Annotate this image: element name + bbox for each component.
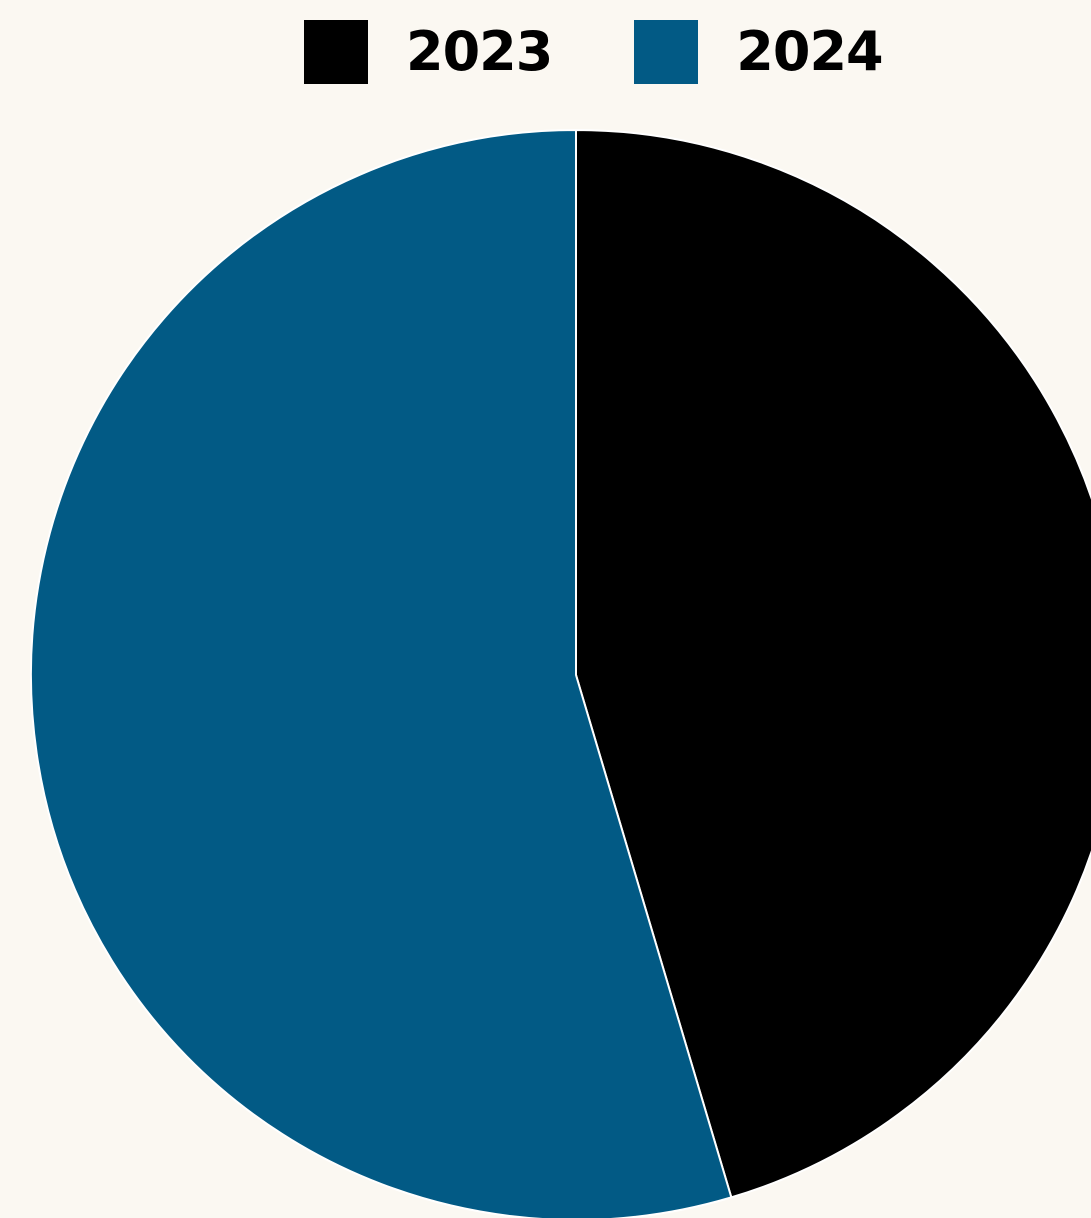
legend-swatch-2023 bbox=[304, 20, 368, 84]
pie-slice-2023[interactable] bbox=[575, 129, 1091, 1199]
legend-label-2023: 2023 bbox=[406, 20, 553, 83]
legend: 2023 2024 bbox=[304, 20, 884, 84]
legend-label-2024: 2024 bbox=[736, 20, 883, 83]
legend-swatch-2024 bbox=[634, 20, 699, 84]
legend-item-2024[interactable]: 2024 bbox=[634, 20, 884, 84]
pie-slice-2024[interactable] bbox=[30, 129, 733, 1218]
legend-item-2023[interactable]: 2023 bbox=[304, 20, 553, 84]
